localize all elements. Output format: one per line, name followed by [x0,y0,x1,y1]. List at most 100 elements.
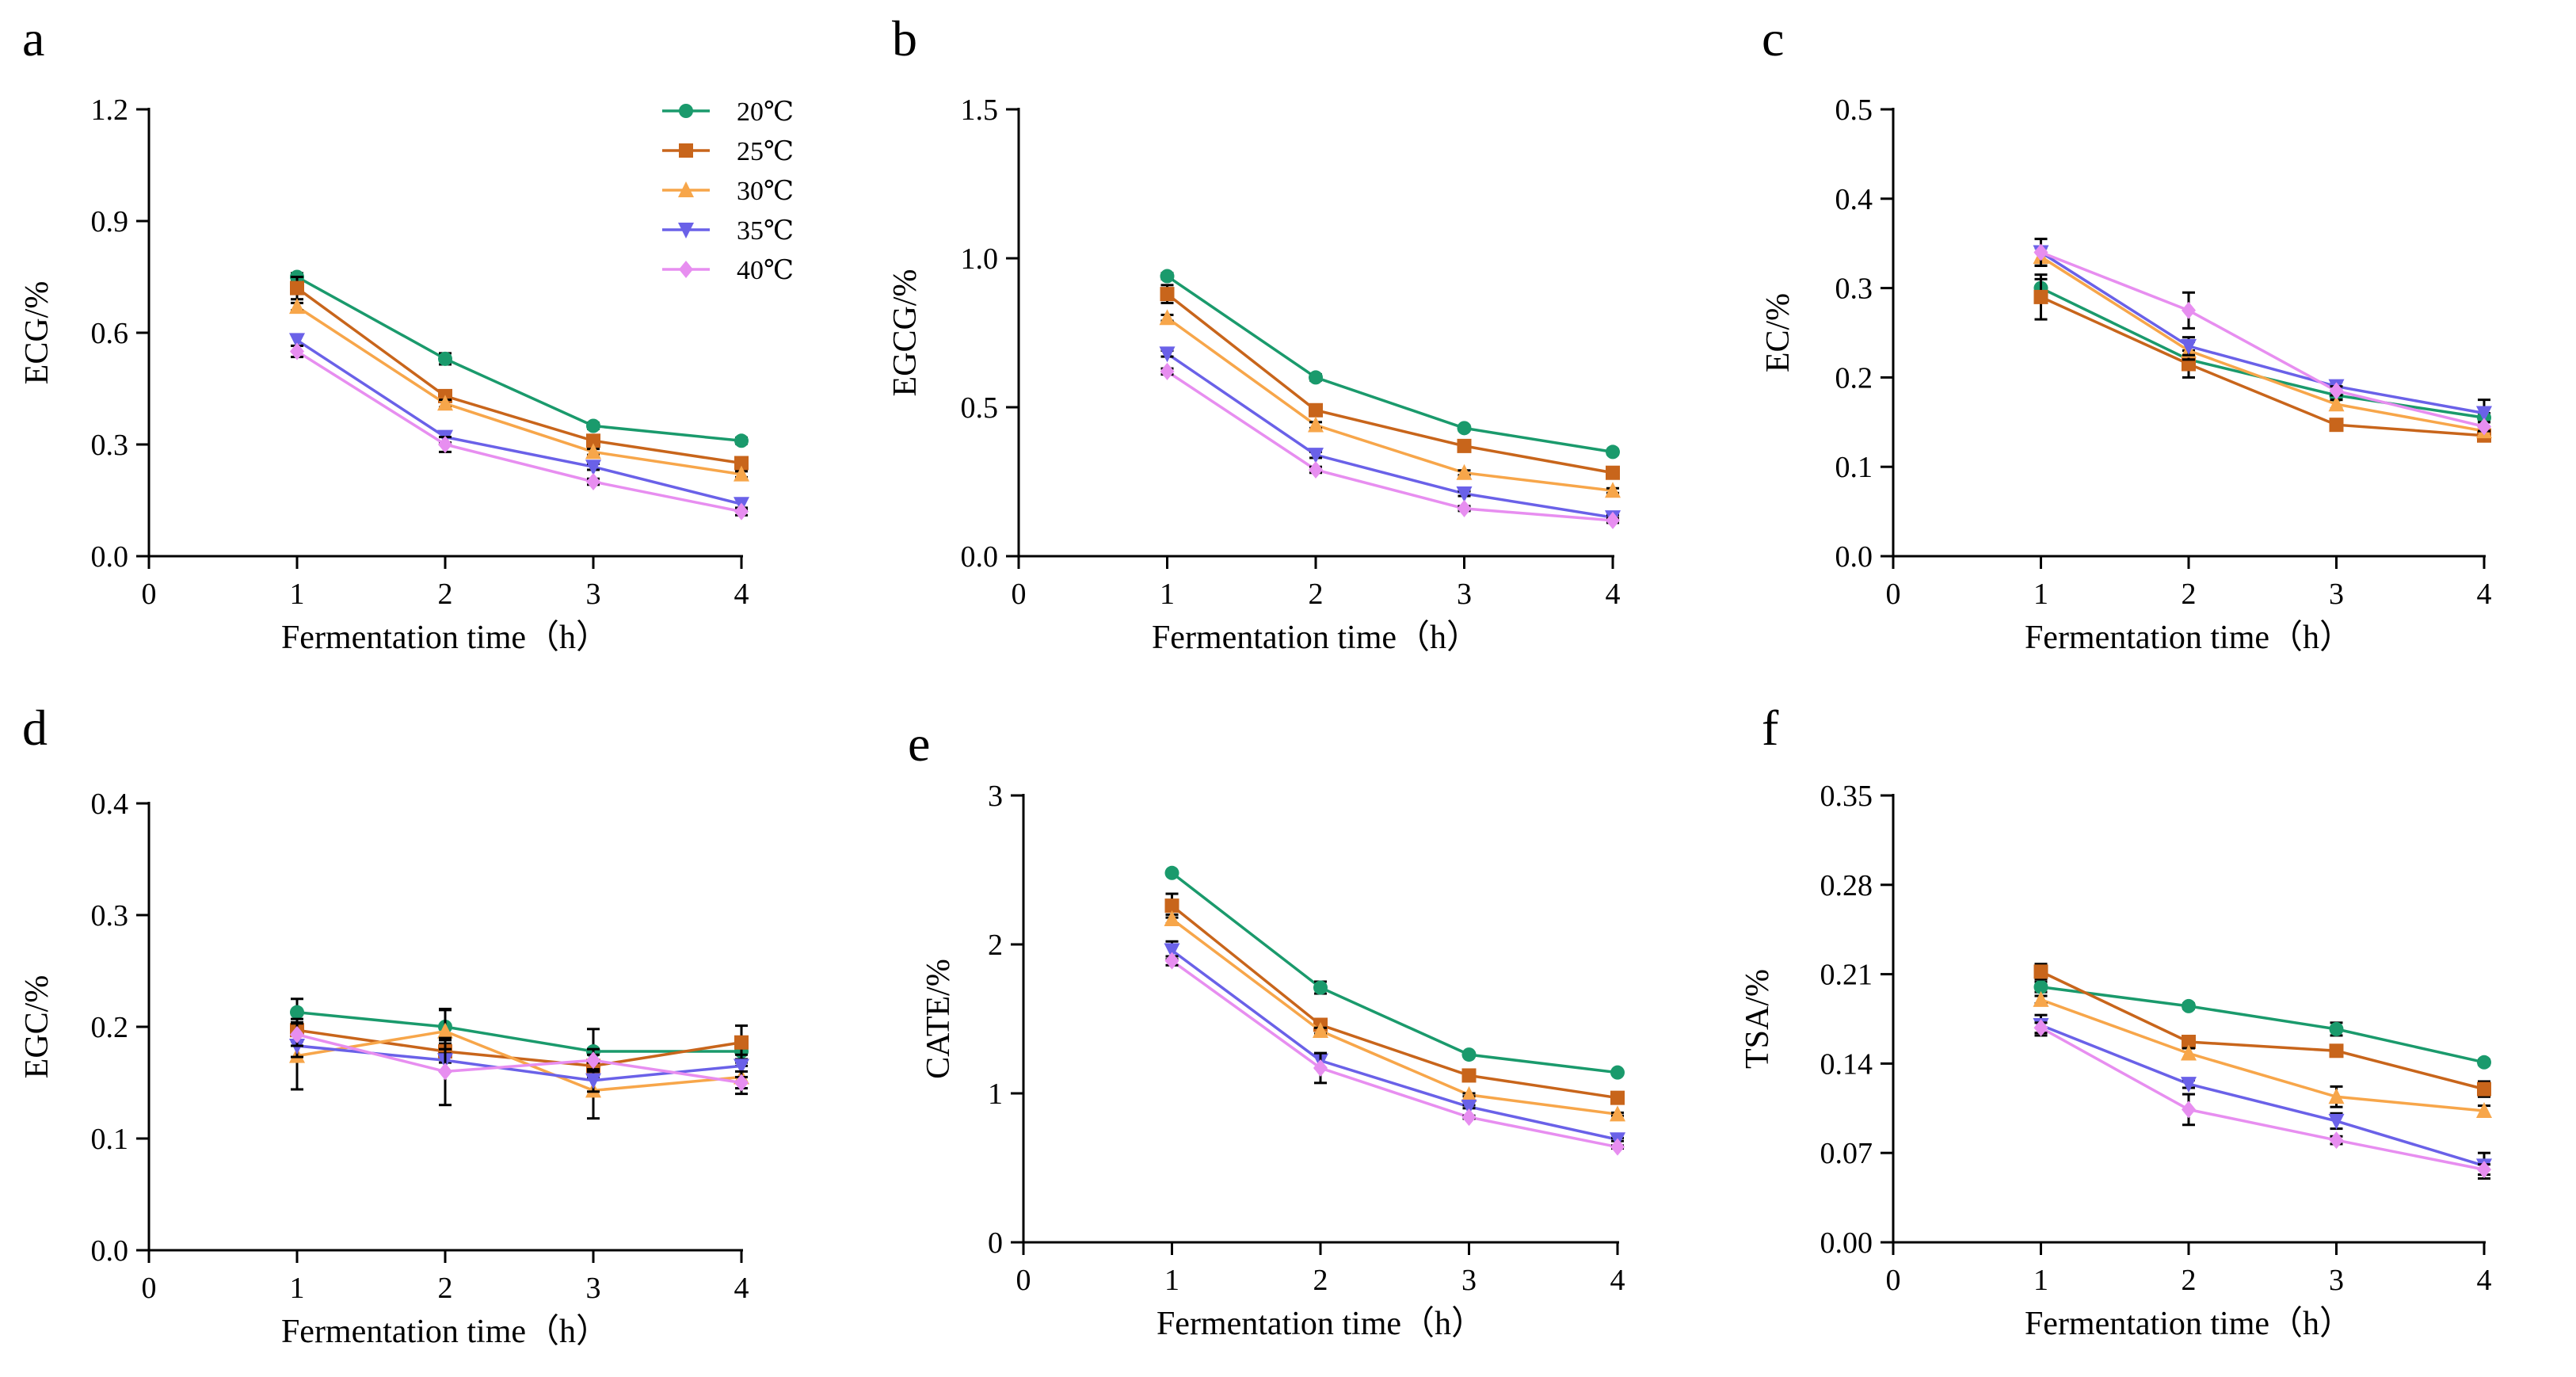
series-40℃ [1160,362,1620,529]
y-tick-label: 0.3 [91,429,129,462]
y-tick-label: 0.3 [91,899,129,933]
data-point [1308,448,1324,464]
x-tick-label: 2 [2182,578,2197,611]
y-tick-label: 0.28 [1820,869,1873,902]
data-point [290,1025,304,1043]
data-point [2328,1113,2345,1130]
series-line [296,350,742,513]
x-tick-label: 2 [1309,578,1324,611]
x-tick-label: 4 [734,1272,749,1305]
x-tick-label: 1 [290,1272,305,1305]
data-point [1309,460,1323,479]
data-point [1461,1099,1477,1116]
data-point [2329,382,2344,400]
data-point [437,395,453,411]
series-20℃ [290,269,749,448]
data-point [2329,1131,2344,1150]
series-line [296,1029,742,1093]
legend-label: 35℃ [737,216,794,246]
panel-c: c 0.0 0.1 0.2 0.3 0.4 0.5 0 1 2 3 4 Fermentation tim… [1760,10,2492,656]
x-axis-title: Fermentation time（h） [1157,1306,1484,1342]
series-30℃ [2033,990,2492,1119]
data-point [1159,346,1176,363]
data-point [289,298,305,315]
series-25℃ [1164,892,1625,1105]
data-point [289,333,305,349]
panel-f: f 0.00 0.07 0.14 0.21 0.28 0.35 0 1 2 3 4 Fermentati… [1740,700,2492,1342]
x-tick-label: 1 [1164,1264,1179,1297]
data-point [1308,416,1324,433]
x-axis-title: Fermentation time（h） [281,1314,609,1350]
series-line [1166,352,1614,519]
y-tick-label: 0.07 [1820,1137,1873,1170]
panel-letter: a [22,10,44,67]
y-tick-label: 1 [988,1078,1003,1111]
series-line [2040,1026,2485,1171]
data-point [2181,1044,2197,1061]
series-line [2040,998,2485,1112]
legend-marker [678,223,694,238]
series-30℃ [1159,309,1621,498]
legend-label: 30℃ [737,177,794,206]
series-25℃ [290,1017,749,1078]
data-point [2182,301,2196,319]
y-tick-label: 1.0 [961,242,999,276]
data-point [734,433,749,448]
data-point [585,443,601,460]
data-point [290,1005,304,1020]
data-point [586,418,600,433]
data-point [2477,1161,2491,1179]
data-point [1313,980,1328,995]
series-line [2040,296,2485,437]
y-tick-label: 0.35 [1820,780,1873,813]
data-point [1605,482,1621,498]
series-line [1171,949,1618,1141]
data-point [586,473,600,490]
panel-a: a 0.0 0.3 0.6 0.9 1.2 0 1 2 3 4 Fermentation time（h… [19,10,794,656]
data-point [1164,898,1179,914]
x-tick-label: 0 [1886,1264,1901,1297]
x-tick-label: 3 [586,578,601,611]
x-tick-label: 1 [1160,578,1175,611]
data-point [2329,1043,2344,1058]
data-point [1461,1085,1477,1102]
y-tick-label: 0.00 [1820,1226,1873,1260]
panel-letter: b [892,10,917,67]
data-point [734,1058,749,1075]
series-20℃ [290,997,749,1075]
data-point [2329,418,2344,433]
data-point [2477,418,2491,436]
series-40℃ [2033,1019,2491,1179]
series-line [1171,959,1618,1149]
y-tick-label: 0.4 [1835,183,1873,216]
data-point [1461,1068,1477,1083]
data-point [2328,1088,2345,1104]
data-point [1164,910,1180,927]
series-line [2040,255,2485,433]
series-line [296,1010,741,1053]
data-point [1610,1090,1625,1105]
series-20℃ [1160,269,1620,460]
y-tick-label: 0.0 [1835,540,1873,574]
series-line [2040,250,2485,429]
x-tick-label: 4 [1610,1264,1625,1297]
x-tick-label: 2 [438,1272,453,1305]
data-point [1160,362,1175,380]
data-point [1160,287,1175,302]
data-point [2181,338,2197,355]
data-point [2476,406,2492,422]
y-tick-label: 0 [988,1226,1003,1260]
x-tick-label: 4 [734,578,749,611]
x-tick-label: 1 [2033,578,2048,611]
x-tick-label: 0 [142,1272,157,1305]
x-axis-title: Fermentation time（h） [1152,620,1480,656]
y-tick-label: 0.21 [1820,959,1873,992]
y-axis-title: CATE/% [920,959,957,1079]
data-point [586,433,600,448]
x-tick-label: 4 [1606,578,1621,611]
series-line [2040,1024,2485,1167]
data-point [1309,402,1323,418]
data-point [734,1035,749,1050]
y-tick-label: 0.2 [91,1011,129,1044]
